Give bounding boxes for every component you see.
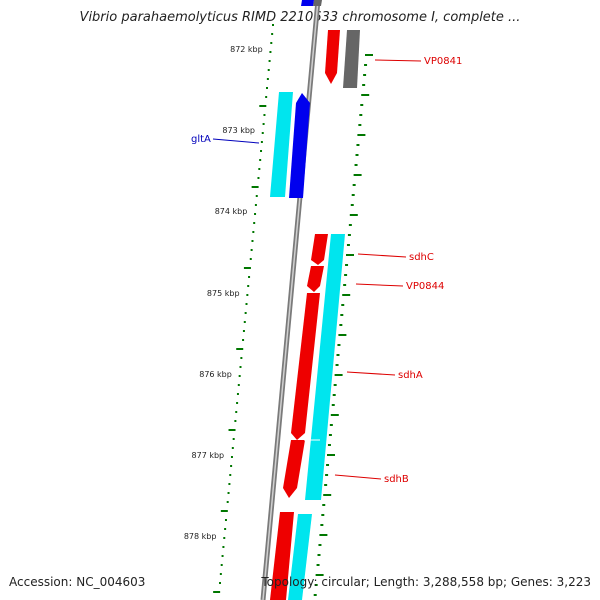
kbp-label: 878 kbp xyxy=(184,532,217,541)
kbp-label: 876 kbp xyxy=(199,370,232,379)
kbp-label: 877 kbp xyxy=(192,451,225,460)
inner-tick-ring xyxy=(313,54,373,596)
leader-sdhc xyxy=(357,253,407,258)
leader-glta xyxy=(212,138,260,144)
gene-label-vp0841[interactable]: VP0841 xyxy=(424,56,462,67)
kbp-label: 873 kbp xyxy=(222,126,255,135)
feature-cyan-bottom[interactable] xyxy=(288,514,312,600)
backbone-line-inner xyxy=(262,0,319,600)
accession-text: Accession: NC_004603 xyxy=(9,575,146,589)
feature-cyan-glta[interactable] xyxy=(270,92,293,197)
gene-labels: VP0841 gltA sdhC VP0844 sdhA sdhB xyxy=(191,56,462,485)
feature-red-vp0844[interactable] xyxy=(307,266,324,292)
gene-label-sdha[interactable]: sdhA xyxy=(398,370,423,381)
feature-cyan-sdh[interactable] xyxy=(305,234,345,500)
feature-blue-glta[interactable] xyxy=(289,93,310,198)
kbp-scale-labels: 872 kbp 873 kbp 874 kbp 875 kbp 876 kbp 877 k… xyxy=(184,45,263,541)
map-title: Vibrio parahaemolyticus RIMD 2210633 chr… xyxy=(79,10,521,25)
leader-vp0841 xyxy=(374,59,422,62)
feature-gray-vp0841[interactable] xyxy=(343,30,360,88)
gene-label-vp0844[interactable]: VP0844 xyxy=(406,281,444,292)
feature-red-sdhb[interactable] xyxy=(283,440,305,498)
leader-vp0844 xyxy=(355,283,404,287)
leader-sdha xyxy=(346,371,396,376)
kbp-label: 872 kbp xyxy=(230,45,263,54)
feature-blue-top[interactable] xyxy=(301,0,314,6)
features xyxy=(270,0,360,600)
outer-tick-ring xyxy=(213,24,274,593)
summary-text: Topology: circular; Length: 3,288,558 bp… xyxy=(261,575,591,589)
feature-red-sdhc[interactable] xyxy=(311,234,328,265)
kbp-label: 874 kbp xyxy=(215,207,248,216)
feature-red-sdha[interactable] xyxy=(291,293,320,440)
gene-label-sdhc[interactable]: sdhC xyxy=(409,252,434,263)
feature-red-vp0841[interactable] xyxy=(325,30,340,84)
gene-label-glta[interactable]: gltA xyxy=(191,134,211,145)
leader-sdhb xyxy=(334,474,382,480)
feature-red-bottom[interactable] xyxy=(270,512,294,600)
kbp-label: 875 kbp xyxy=(207,289,240,298)
gene-label-sdhb[interactable]: sdhB xyxy=(384,474,409,485)
feature-gray-top[interactable] xyxy=(313,0,322,6)
backbone xyxy=(260,0,321,600)
